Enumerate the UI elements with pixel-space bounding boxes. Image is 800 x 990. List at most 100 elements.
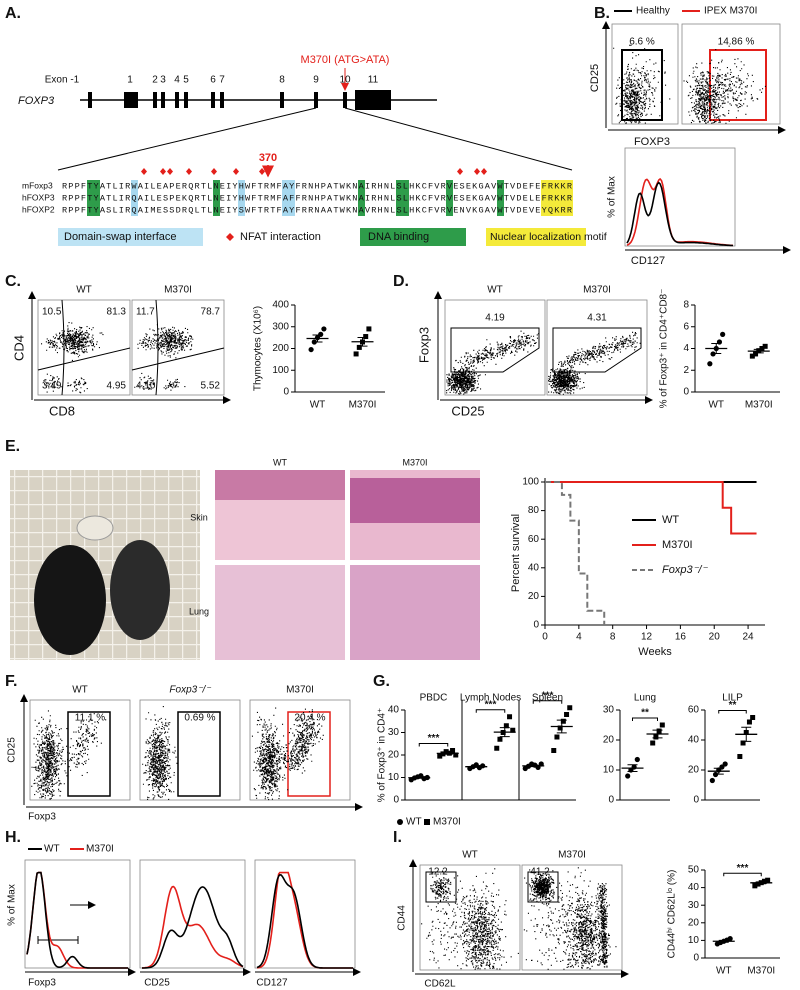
dna-binding-highlight — [497, 180, 504, 216]
nfat-diamond — [167, 168, 173, 175]
nfat-diamond — [233, 168, 239, 175]
y-tick-label: 0 — [608, 795, 614, 806]
exon-label: 6 — [210, 75, 216, 86]
y-tick-label: 0 — [283, 387, 289, 398]
legend-label: WT — [662, 514, 679, 526]
panel-label: I. — [393, 829, 402, 846]
sig-bracket — [718, 710, 747, 714]
data-point — [759, 346, 765, 351]
survival-curve — [545, 481, 606, 625]
condition-label: M370I — [558, 850, 586, 861]
nfat-diamond — [160, 168, 166, 175]
data-point — [753, 351, 759, 357]
data-point — [765, 877, 771, 883]
legend-label: Foxp3⁻/⁻ — [662, 564, 708, 576]
y-axis-label: CD44ʰⁱ CD62Lˡᵒ (%) — [667, 870, 678, 959]
data-point — [450, 748, 456, 753]
gate-label: 12.2 — [428, 867, 448, 878]
significance: ** — [729, 700, 737, 711]
sig-bracket — [532, 700, 563, 704]
y-tick-label: 30 — [388, 727, 400, 738]
histology-layer — [215, 470, 345, 500]
survival-curve — [545, 481, 757, 535]
y-tick-label: 30 — [688, 900, 700, 911]
legend-diamond — [226, 233, 234, 241]
sem-bar — [627, 764, 638, 773]
y-axis-label: CD4 — [11, 335, 26, 361]
flow-frame — [521, 864, 623, 971]
data-point — [720, 331, 726, 337]
histology-image — [215, 565, 345, 660]
zoom-line — [57, 107, 317, 171]
tissue-label: Skin — [190, 512, 208, 522]
y-axis-label: Thymocytes (X10⁶) — [253, 306, 264, 391]
legend-label: Domain-swap interface — [64, 231, 177, 243]
flow-events — [561, 331, 641, 372]
significance: ** — [641, 708, 649, 719]
significance: *** — [737, 863, 749, 874]
y-tick-label: 20 — [603, 735, 615, 746]
gate-label: 0.69 % — [184, 713, 215, 724]
x-axis-label: Foxp3 — [28, 978, 56, 989]
x-axis-label: CD62L — [424, 979, 456, 990]
sem-bar — [741, 726, 752, 742]
x-tick-label: 16 — [675, 632, 687, 643]
panel-label: B. — [594, 5, 610, 22]
swap-highlight — [238, 180, 245, 216]
y-tick-label: 400 — [272, 300, 289, 311]
quadrant-value: 11.7 — [136, 307, 155, 318]
tissue-label: Lung — [189, 606, 209, 616]
gene-map — [57, 68, 586, 246]
exon — [280, 92, 284, 108]
gate — [621, 49, 663, 121]
legend-label: WT — [44, 844, 60, 855]
panel-label: F. — [5, 673, 17, 690]
legend-label: Nuclear localization motif — [490, 231, 607, 243]
x-tick-label: M370I — [745, 400, 773, 411]
exon — [153, 92, 157, 108]
exon-label: 11 — [368, 75, 379, 86]
condition-label: WT — [76, 285, 92, 296]
subpanel-title: Lung — [634, 693, 656, 704]
data-point — [749, 353, 755, 359]
y-tick-label: 100 — [522, 477, 539, 488]
data-point — [551, 748, 557, 753]
data-point — [709, 777, 715, 784]
flow-frame — [681, 23, 781, 125]
x-axis-label: FOXP3 — [634, 136, 670, 148]
flow-events — [523, 867, 617, 970]
dna-binding-highlight — [213, 180, 220, 216]
x-tick-label: 20 — [709, 632, 721, 643]
data-point — [650, 740, 656, 746]
sem-bar — [652, 729, 663, 739]
mouse-photo — [10, 470, 200, 660]
condition-label: WT — [487, 285, 503, 296]
exon — [88, 92, 92, 108]
flow-events — [459, 330, 539, 371]
gate — [425, 871, 457, 903]
condition-label: M370I — [164, 285, 192, 296]
subpanel-title: LILP — [722, 693, 743, 704]
flow-events — [548, 361, 586, 395]
flow-events — [134, 324, 194, 391]
data-point — [740, 740, 746, 746]
sem-bar — [753, 348, 764, 354]
flow-events — [421, 868, 519, 970]
histology-layer — [350, 478, 480, 523]
exon — [343, 92, 347, 108]
sem-bar — [442, 752, 453, 755]
legend-label: IPEX M370I — [704, 6, 757, 17]
gate — [552, 327, 642, 373]
y-tick-label: 30 — [603, 705, 615, 716]
sem-bar — [713, 767, 724, 775]
data-point — [737, 754, 743, 759]
y-tick-label: 0 — [693, 953, 699, 964]
data-point — [564, 712, 570, 717]
sequence: RPPFTYATLIRWAILEAPERQRTLNEIYHWFTRMFAYFRN… — [62, 181, 572, 191]
y-tick-label: 4 — [683, 343, 689, 354]
sem-bar — [756, 881, 767, 885]
data-point — [321, 326, 327, 332]
y-tick-label: 60 — [688, 705, 700, 716]
flow-frame — [419, 864, 521, 971]
hist-frame — [139, 859, 246, 969]
